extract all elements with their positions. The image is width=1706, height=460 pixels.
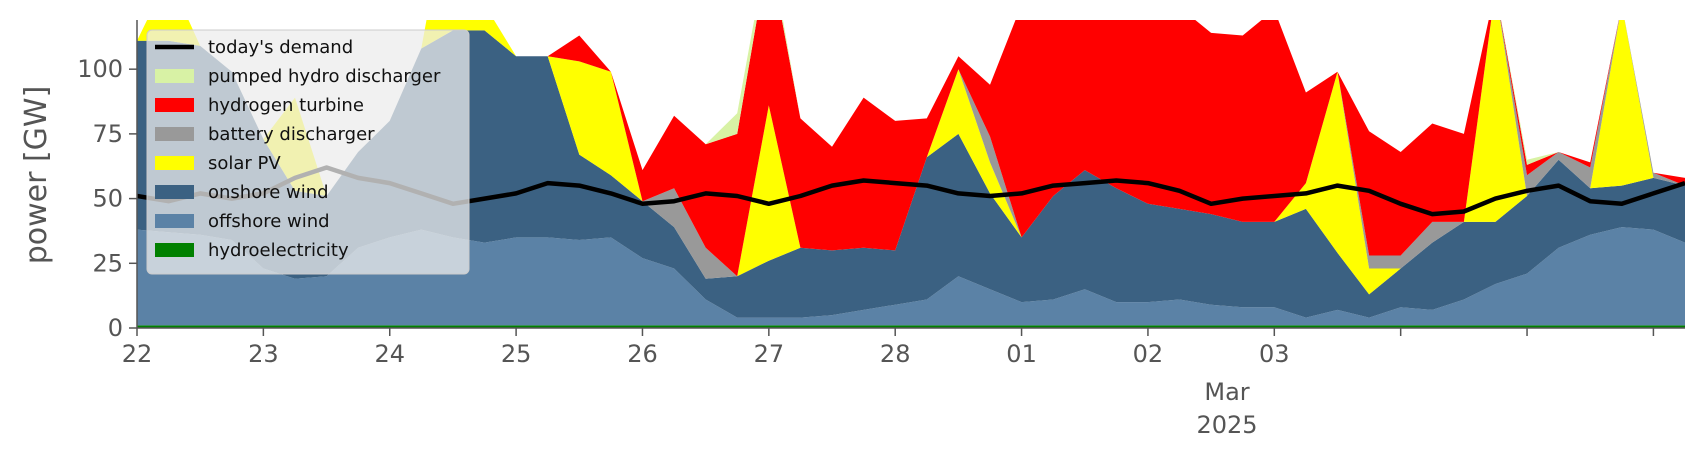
area-onshore-wind [137,30,1685,318]
area-offshore-wind [137,227,1685,326]
legend-swatch [155,127,194,141]
x-ticks-group: 22 23 24 25 26 27 28 01 02 03 [122,328,1655,368]
legend-item-onshore-wind: onshore wind [155,182,329,203]
legend-item-battery-discharger: battery discharger [155,124,375,145]
legend-item-pumped-hydro-discharger: pumped hydro discharger [155,66,441,87]
y-tick-label: 0 [108,314,123,342]
x-tick-label: 01 [1006,340,1037,368]
legend-item-offshore-wind: offshore wind [155,211,330,232]
x-tick-label: 22 [122,340,153,368]
y-tick-label: 50 [92,185,123,213]
area-hydrogen-turbine [137,20,1685,277]
legend-swatch [155,243,194,257]
y-tick-label: 25 [92,249,123,277]
month-label: Mar [1204,378,1249,406]
legend-item-solar-pv: solar PV [155,153,281,174]
legend-swatch [155,69,194,83]
year-label: 2025 [1196,411,1257,439]
legend-label: battery discharger [208,124,375,145]
x-tick-label: 24 [374,340,405,368]
legend-label: hydroelectricity [208,240,349,261]
legend-label: hydrogen turbine [208,95,364,116]
legend: today's demand pumped hydro discharger hyd… [146,29,470,275]
x-tick-label: 02 [1133,340,1164,368]
legend-box [146,29,470,275]
legend-swatch [155,98,194,112]
y-tick-label: 100 [77,55,123,83]
x-tick-label: 26 [627,340,658,368]
axes-group [136,20,1685,329]
y-axis-title: power [GW] [19,86,54,265]
legend-label: pumped hydro discharger [208,66,441,87]
x-tick-label: 27 [754,340,785,368]
legend-item-hydrogen-turbine: hydrogen turbine [155,95,364,116]
legend-swatch [155,185,194,199]
x-tick-label: 03 [1259,340,1290,368]
legend-item-today-s-demand: today's demand [155,37,353,58]
legend-label: today's demand [208,37,353,58]
x-tick-label: 25 [501,340,532,368]
legend-item-hydroelectricity: hydroelectricity [155,240,349,261]
x-tick-label: 28 [880,340,911,368]
legend-swatch [155,156,194,170]
x-tick-label: 23 [248,340,279,368]
y-tick-label: 75 [92,120,123,148]
legend-label: onshore wind [208,182,329,203]
legend-swatch [155,214,194,228]
legend-label: solar PV [208,153,281,174]
legend-label: offshore wind [208,211,330,232]
y-ticks-group: 0 25 50 75 100 [77,55,137,342]
